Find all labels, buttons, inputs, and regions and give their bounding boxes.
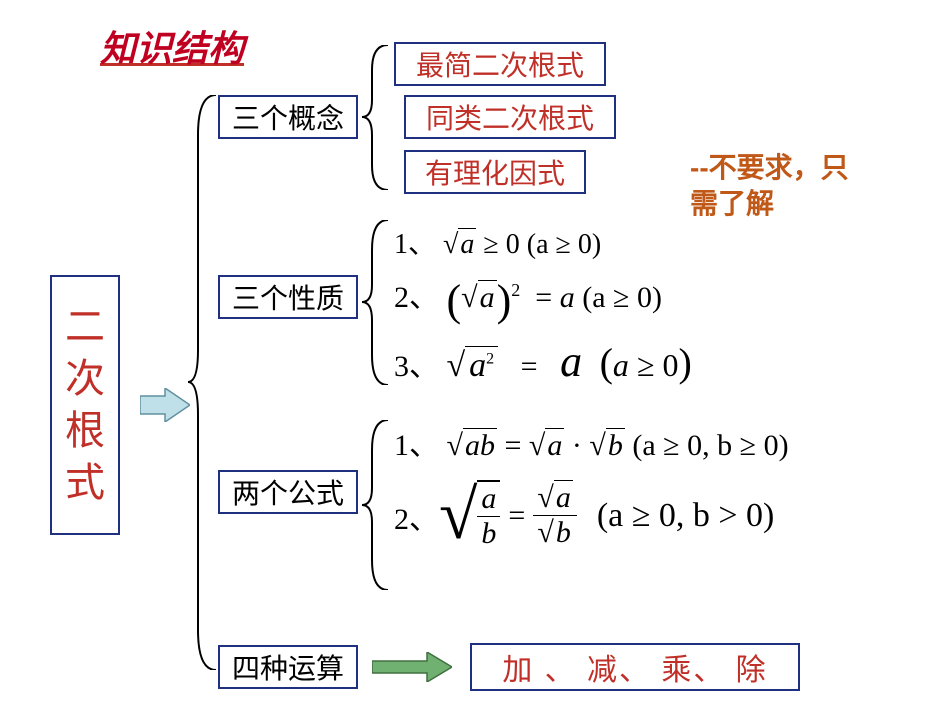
form1-cond: (a ≥ 0, b ≥ 0) — [632, 429, 788, 462]
prop2-lp: ( — [447, 276, 462, 325]
prop2-cond: (a ≥ 0) — [582, 281, 662, 314]
prop2-sup: 2 — [511, 280, 520, 300]
prop3-rp: ) — [678, 340, 691, 385]
form2-cond: (a ≥ 0, b > 0) — [597, 497, 775, 535]
prop2-sqrt: √a — [461, 280, 496, 314]
ops-arrow-icon — [372, 652, 452, 682]
properties-brace-icon — [362, 220, 388, 385]
property-3: 3、 √a2 = a (a ≥ 0) — [394, 336, 692, 387]
property-2: 2、 (√a)2 = a (a ≥ 0) — [394, 272, 662, 326]
concepts-label: 三个概念 — [232, 97, 344, 137]
formulas-brace-icon — [362, 420, 388, 590]
form2-eq: = — [508, 499, 525, 533]
ops-result-text: 加 、 减、 乘、 除 — [502, 645, 767, 689]
concept-3-text: 有理化因式 — [425, 152, 565, 192]
form1-rb: √b — [589, 428, 624, 462]
property-1: 1、 √a ≥ 0 (a ≥ 0) — [394, 222, 601, 262]
form2-rhs: √a √b — [533, 481, 576, 550]
formulas-box: 两个公式 — [218, 470, 358, 514]
form1-eq: = — [504, 429, 528, 462]
prop3-cond-inner: a — [613, 347, 629, 383]
form1-label: 1、 — [394, 429, 439, 462]
prop2-eq: = — [528, 281, 560, 314]
properties-label: 三个性质 — [232, 277, 344, 317]
formula-2: 2、 √ a b = √a √b (a ≥ 0, b > 0) — [394, 480, 774, 551]
form2-bigsqrt: √ a b — [439, 480, 500, 551]
root-arrow-icon — [140, 388, 190, 422]
prop3-geq: ≥ 0 — [629, 347, 679, 383]
note-line2: 需了解 — [690, 186, 849, 222]
prop3-label: 3、 — [394, 350, 439, 383]
concept-1-text: 最简二次根式 — [416, 44, 584, 84]
root-box: 二 次 根 式 — [50, 275, 120, 535]
concepts-box: 三个概念 — [218, 95, 358, 139]
prop3-sqrt: √a2 — [447, 346, 499, 384]
prop2-a: a — [560, 281, 575, 314]
concept-item-2: 同类二次根式 — [404, 95, 616, 139]
form1-l: √ab — [447, 428, 497, 462]
formula-1: 1、 √ab = √a · √b (a ≥ 0, b ≥ 0) — [394, 420, 789, 464]
formulas-label: 两个公式 — [232, 472, 344, 512]
form1-ra: √a — [529, 428, 564, 462]
concept-2-text: 同类二次根式 — [426, 97, 594, 137]
prop2-rp: ) — [497, 276, 512, 325]
ops-box: 四种运算 — [218, 645, 358, 689]
prop3-eq: = — [506, 350, 553, 383]
properties-box: 三个性质 — [218, 275, 358, 319]
ops-label: 四种运算 — [232, 647, 344, 687]
form2-label: 2、 — [394, 494, 439, 538]
root-char-1: 二 — [65, 301, 105, 353]
prop2-label: 2、 — [394, 281, 439, 314]
root-char-4: 式 — [65, 457, 105, 509]
root-char-3: 根 — [65, 405, 105, 457]
prop1-sqrt: √a — [443, 228, 476, 260]
page-title: 知识结构 — [100, 20, 244, 72]
concepts-note: --不要求，只 需了解 — [690, 150, 849, 223]
ops-result-box: 加 、 减、 乘、 除 — [470, 643, 800, 691]
prop1-label: 1、 — [394, 229, 436, 260]
prop1-geq: ≥ 0 — [483, 229, 519, 260]
concepts-brace-icon — [362, 45, 388, 190]
title-text: 知识结构 — [100, 29, 244, 69]
form1-dot: · — [572, 429, 590, 462]
note-line1: --不要求，只 — [690, 150, 849, 186]
root-char-2: 次 — [65, 353, 105, 405]
concept-item-3: 有理化因式 — [404, 150, 586, 194]
prop3-lp: ( — [590, 340, 613, 385]
prop3-a: a — [560, 337, 582, 386]
prop1-cond: (a ≥ 0) — [527, 229, 601, 260]
main-brace-icon — [188, 95, 218, 670]
concept-item-1: 最简二次根式 — [394, 42, 606, 86]
